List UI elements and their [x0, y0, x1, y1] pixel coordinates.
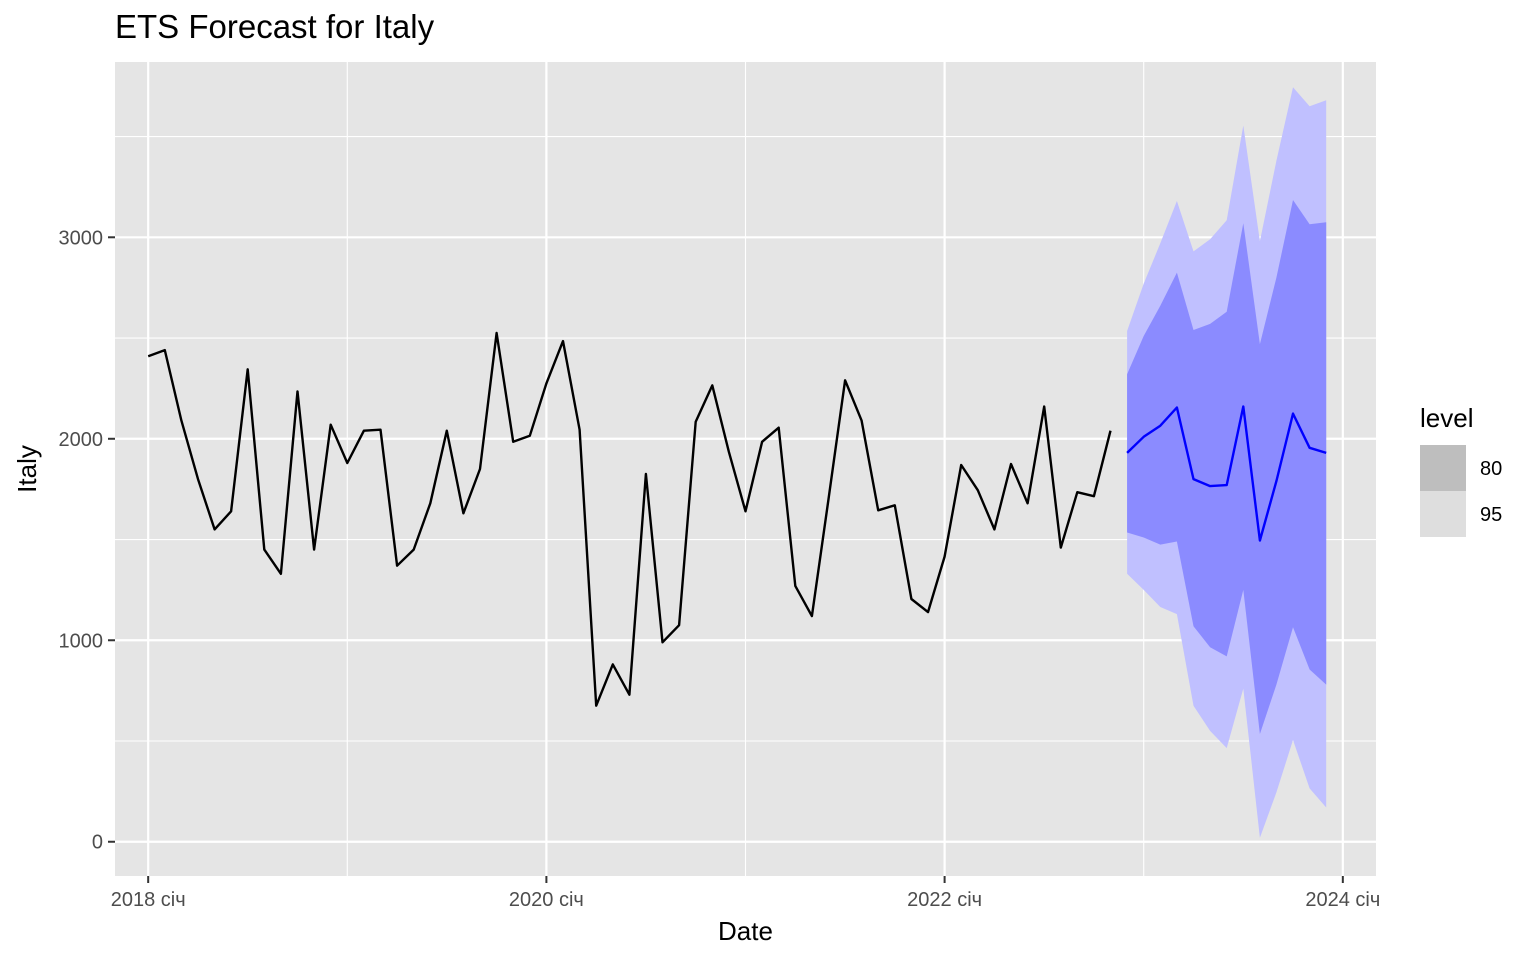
legend-label-95: 95	[1480, 504, 1502, 526]
x-tick-label: 2020 січ	[509, 889, 584, 911]
y-tick-label: 3000	[59, 227, 104, 249]
forecast-line	[1126, 405, 1327, 542]
axis-ticks	[108, 236, 1344, 883]
x-tick-label: 2022 січ	[907, 889, 982, 911]
history-line	[147, 331, 1112, 707]
x-axis-title: Date	[718, 916, 773, 946]
y-tick-label: 2000	[59, 429, 104, 451]
x-tick-label: 2024 січ	[1305, 889, 1380, 911]
grid-major	[115, 62, 1376, 876]
legend-key-80	[1420, 445, 1466, 491]
y-tick-label: 0	[92, 832, 103, 854]
x-tick-label: 2018 січ	[111, 889, 186, 911]
legend-label-80: 80	[1480, 458, 1502, 480]
y-tick-label: 1000	[59, 630, 104, 652]
legend-key-95	[1420, 491, 1466, 537]
y-axis-title: Italy	[12, 445, 42, 493]
axis-tick-labels: 0 1000 2000 3000 2018 січ 2020 січ 2022 січ 202…	[59, 227, 1381, 911]
forecast-intervals	[1127, 87, 1327, 838]
chart-title: ETS Forecast for Italy	[115, 8, 435, 45]
legend-title: level	[1420, 403, 1473, 433]
interval-band-80	[1127, 200, 1327, 734]
legend: level 80 95	[1420, 403, 1502, 537]
series-lines	[147, 331, 1327, 707]
